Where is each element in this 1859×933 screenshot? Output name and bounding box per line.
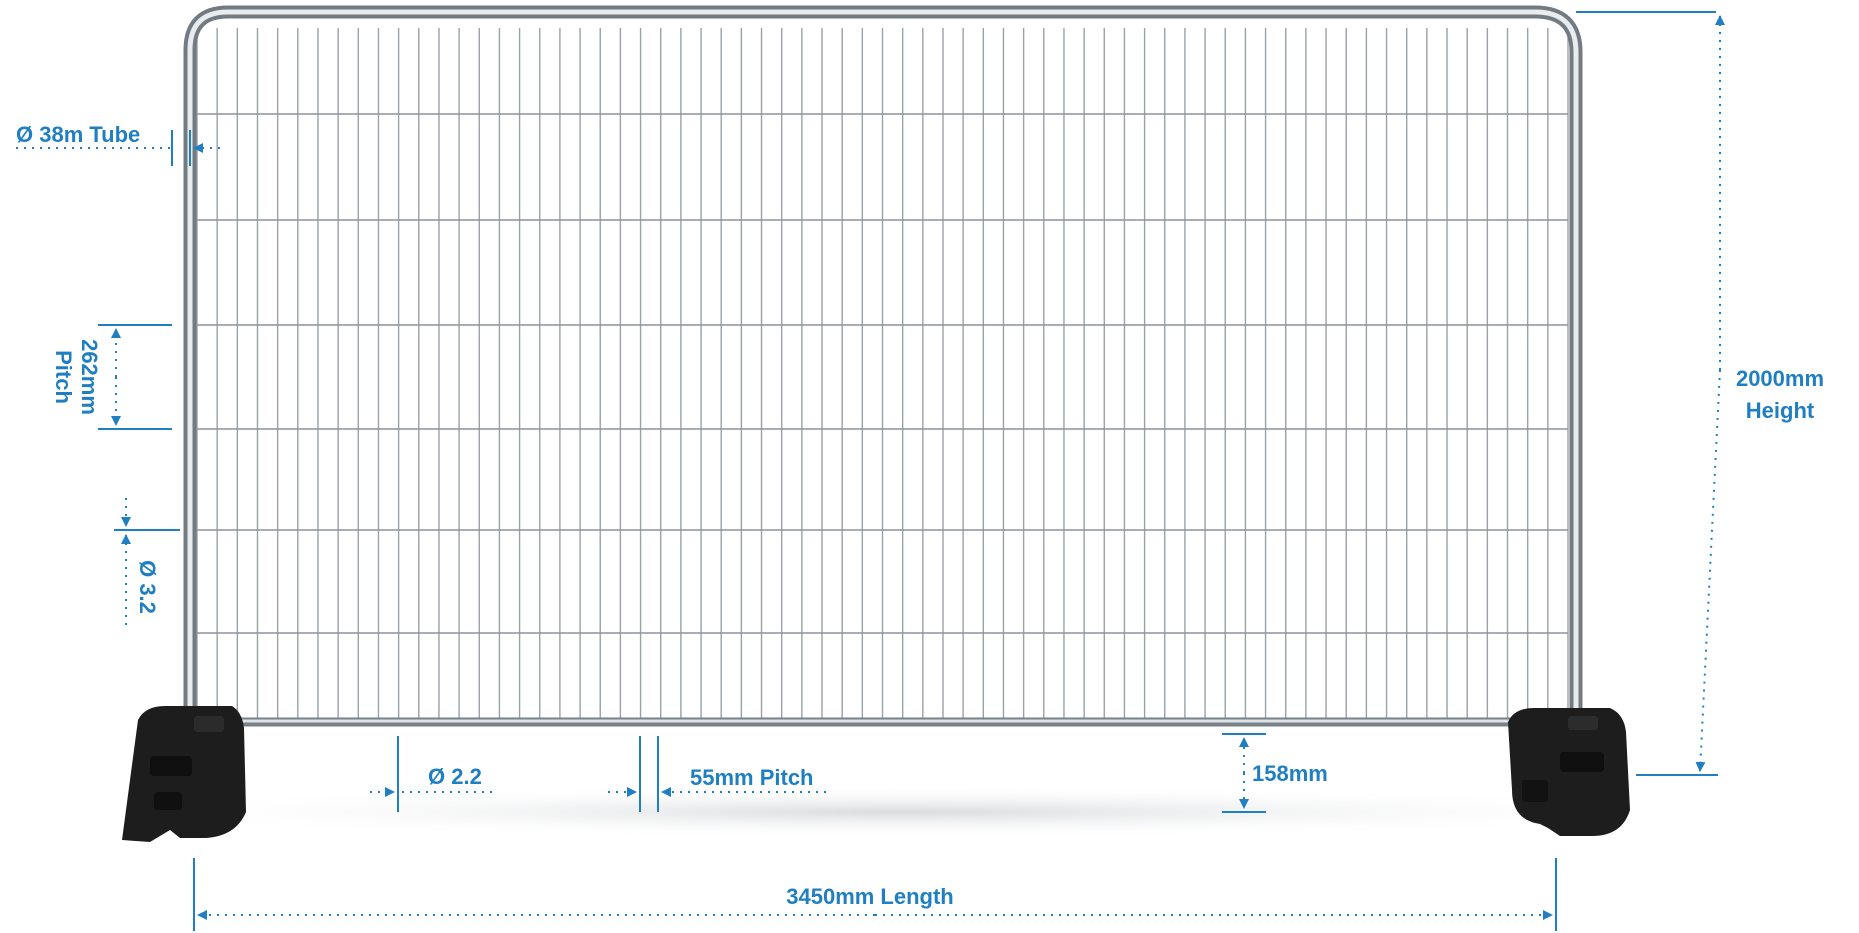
height-word-label: Height [1746, 398, 1815, 423]
vertical-pitch-value-label: 262mm [77, 339, 102, 415]
vertical-pitch-word-label: Pitch [51, 350, 76, 404]
horizontal-wire-diameter-dimension [114, 498, 180, 625]
mesh-horizontal-pitch-dimension [608, 736, 826, 812]
length-label: 3450mm Length [786, 884, 954, 909]
wire-mesh [196, 28, 1569, 718]
tube-diameter-label: Ø 38m Tube [16, 122, 140, 147]
height-value-label: 2000mm [1736, 366, 1824, 391]
tube-diameter-dimension [16, 130, 220, 166]
vertical-wire-diameter-label: Ø 2.2 [428, 764, 482, 789]
ground-shadow [80, 786, 1720, 838]
vertical-pitch-label: 262mm Pitch [51, 339, 102, 415]
ground-clearance-label: 158mm [1252, 761, 1328, 786]
length-dimension [193, 858, 1557, 931]
left-foot-block [122, 706, 246, 842]
horizontal-pitch-label: 55mm Pitch [690, 765, 814, 790]
horizontal-wire-diameter-label-group: Ø 3.2 [135, 560, 160, 614]
horizontal-wire-diameter-label: Ø 3.2 [135, 560, 160, 614]
right-foot-block [1508, 708, 1630, 836]
vertical-wire-diameter-dimension [370, 736, 492, 812]
fence-frame-tube [182, 5, 1583, 727]
mesh-vertical-pitch-dimension [98, 324, 172, 430]
height-dimension [1576, 11, 1725, 776]
ground-clearance-dimension [1222, 733, 1266, 813]
